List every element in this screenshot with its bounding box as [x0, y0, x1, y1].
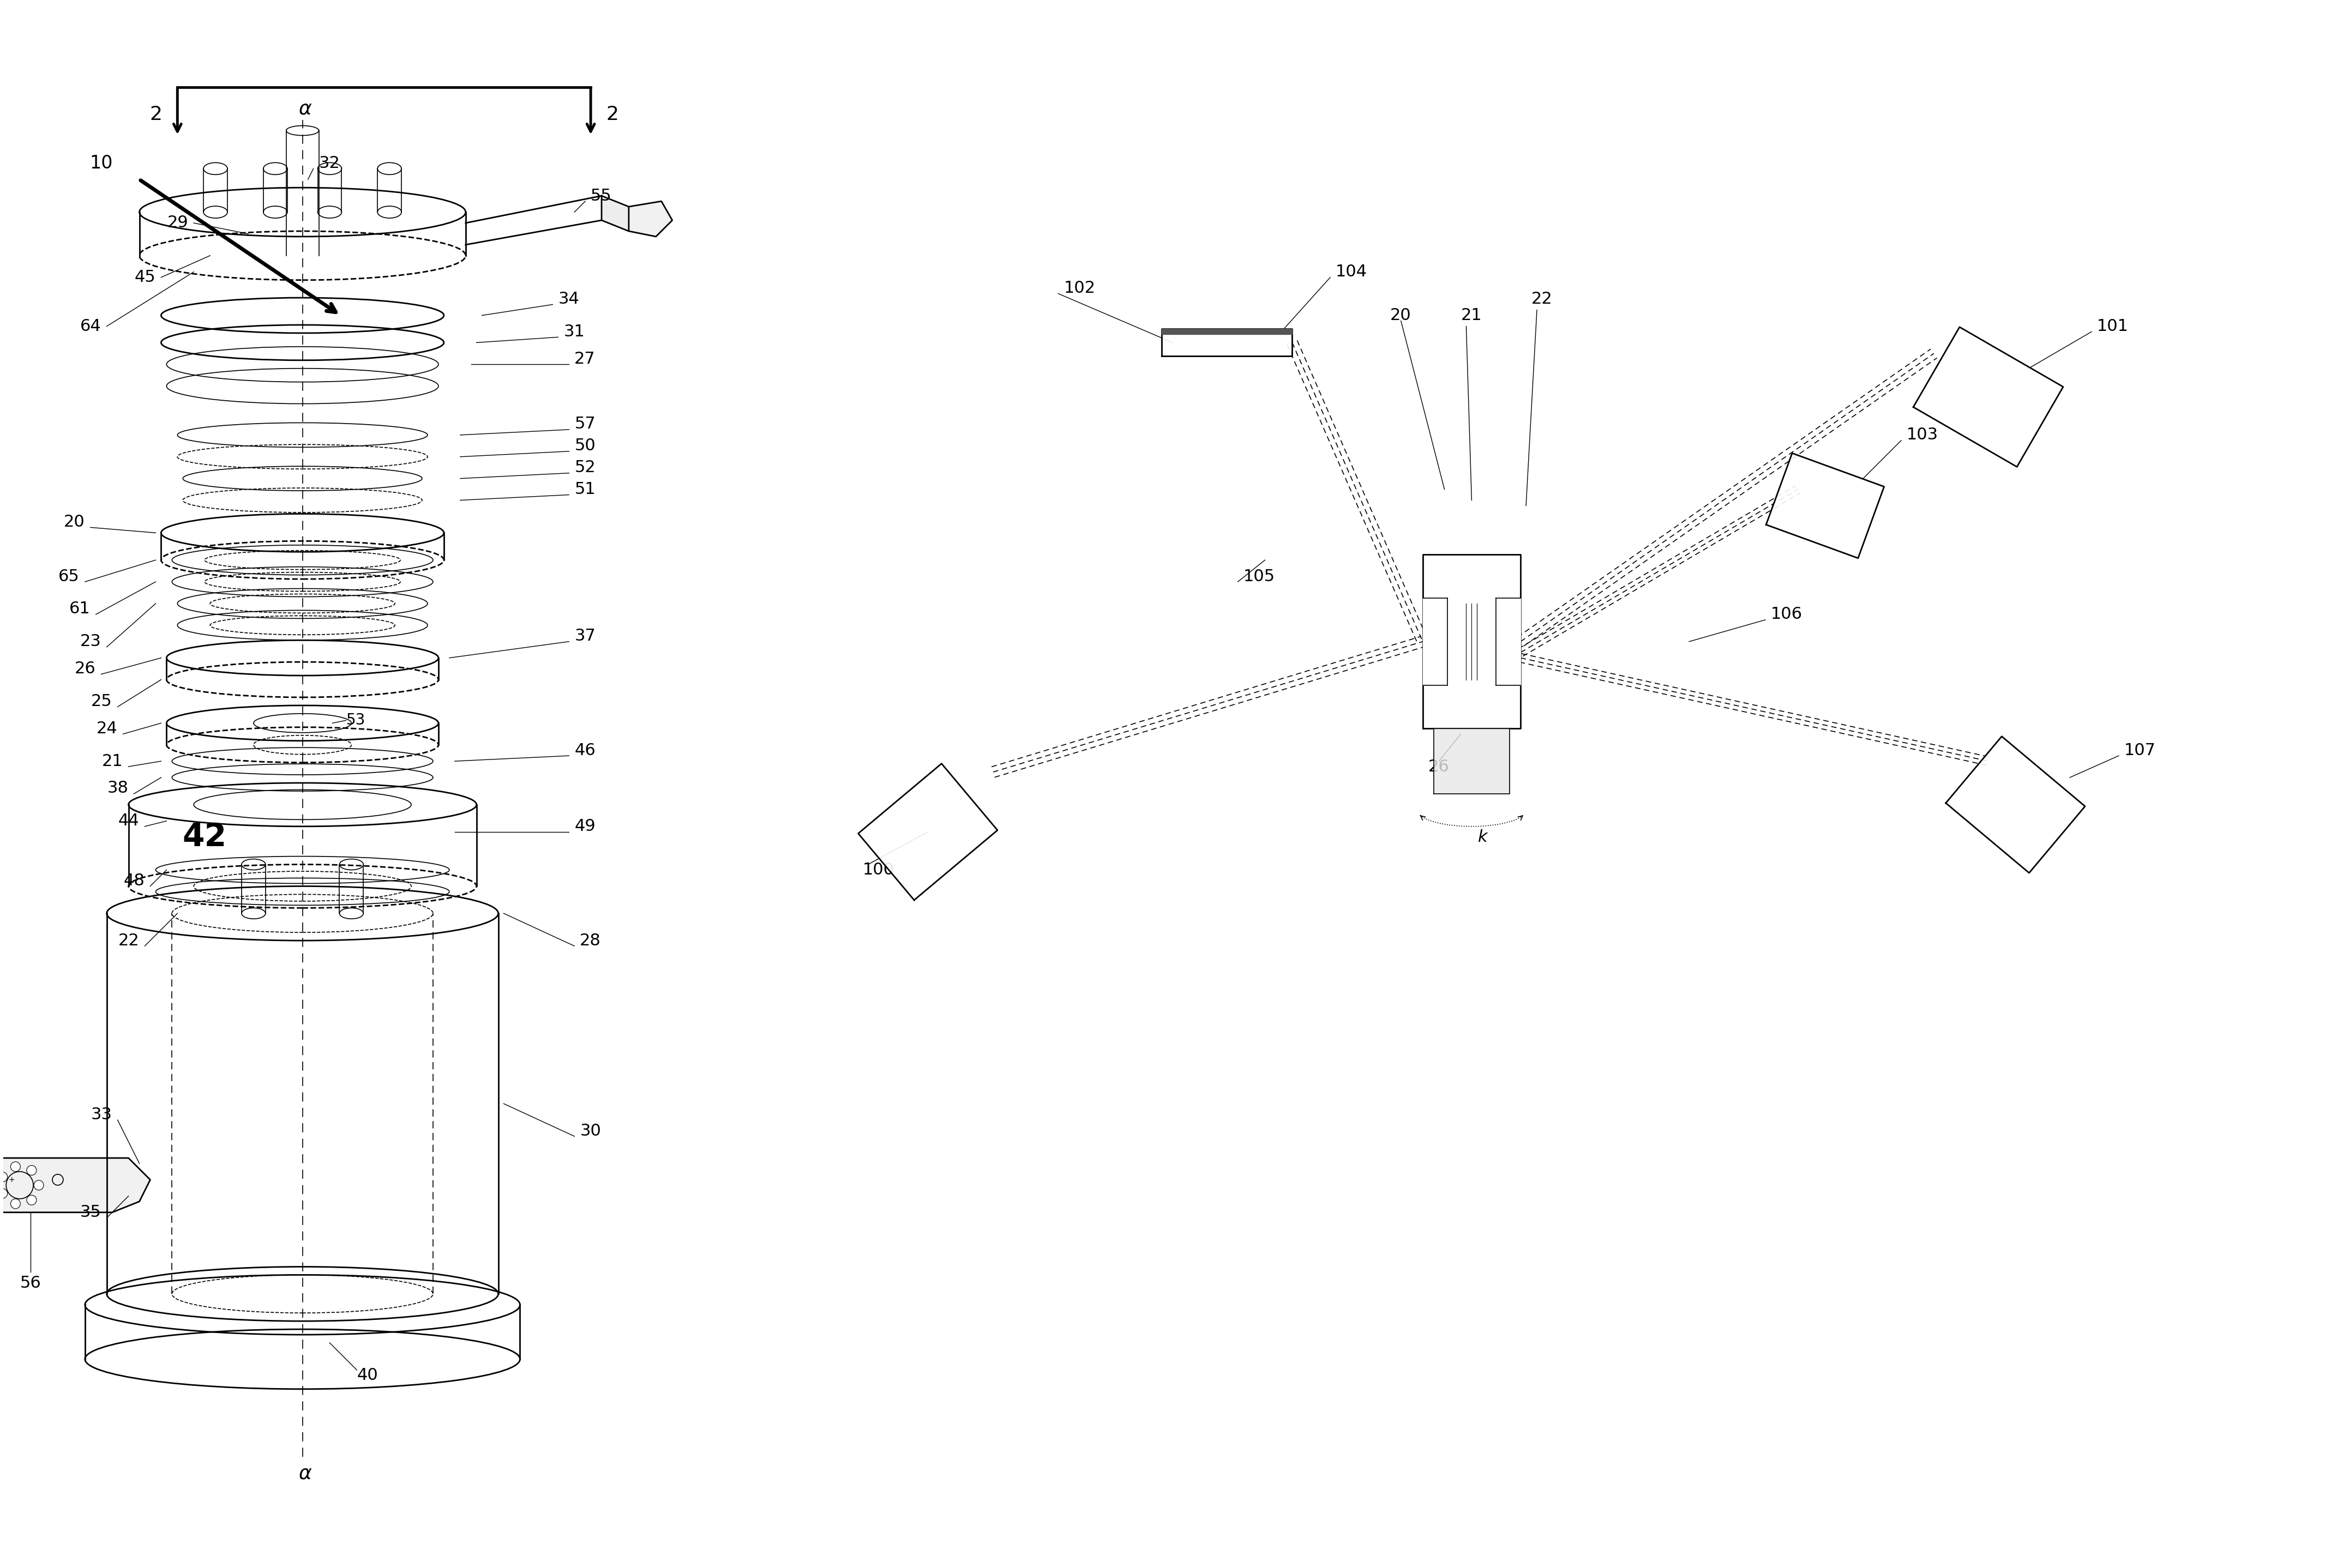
Text: 22: 22 [118, 933, 139, 949]
Ellipse shape [12, 1200, 21, 1209]
Text: $\alpha$: $\alpha$ [298, 99, 313, 118]
Text: 20: 20 [1391, 307, 1412, 323]
Text: 29: 29 [167, 215, 188, 230]
Polygon shape [1767, 453, 1885, 558]
Polygon shape [1913, 328, 2063, 467]
Polygon shape [1434, 729, 1509, 793]
Ellipse shape [263, 205, 287, 218]
Text: 61: 61 [68, 601, 89, 616]
Ellipse shape [317, 205, 341, 218]
Ellipse shape [0, 1171, 7, 1182]
Text: 64: 64 [80, 318, 101, 334]
Text: 33: 33 [92, 1107, 113, 1123]
Text: 105: 105 [1243, 569, 1276, 585]
Polygon shape [1161, 329, 1293, 356]
Ellipse shape [204, 163, 228, 174]
Text: 44: 44 [118, 814, 139, 829]
Text: 53: 53 [345, 713, 364, 728]
Text: 28: 28 [580, 933, 602, 949]
Text: 42: 42 [183, 822, 226, 853]
Text: 27: 27 [573, 351, 595, 367]
Text: 45: 45 [134, 270, 155, 285]
Ellipse shape [26, 1165, 38, 1174]
Text: 26: 26 [75, 660, 96, 677]
Ellipse shape [204, 205, 228, 218]
Ellipse shape [33, 1181, 45, 1190]
Ellipse shape [378, 205, 402, 218]
Text: 52: 52 [573, 459, 595, 475]
Text: 48: 48 [125, 873, 146, 889]
Ellipse shape [12, 1162, 21, 1171]
Text: 101: 101 [2096, 318, 2129, 334]
Text: 23: 23 [80, 633, 101, 649]
Polygon shape [630, 201, 672, 237]
Text: 32: 32 [320, 155, 341, 171]
Polygon shape [1946, 737, 2084, 873]
Text: 65: 65 [59, 569, 80, 585]
Text: 100: 100 [862, 862, 895, 878]
Text: 35: 35 [80, 1204, 101, 1220]
Text: 21: 21 [101, 753, 122, 768]
Text: 55: 55 [590, 188, 611, 204]
Ellipse shape [263, 163, 287, 174]
Text: 57: 57 [573, 416, 595, 433]
Ellipse shape [317, 163, 341, 174]
Ellipse shape [0, 1189, 7, 1198]
Text: 25: 25 [92, 693, 113, 709]
Text: 31: 31 [564, 325, 585, 340]
Text: +: + [9, 1176, 14, 1184]
Text: 46: 46 [573, 742, 595, 759]
Text: 104: 104 [1335, 263, 1368, 279]
Text: 102: 102 [1065, 281, 1095, 296]
Text: 40: 40 [357, 1367, 378, 1383]
Text: 30: 30 [580, 1123, 602, 1138]
Text: $\alpha$: $\alpha$ [298, 1465, 313, 1483]
Text: 24: 24 [96, 721, 118, 737]
Polygon shape [0, 1159, 150, 1212]
Text: 106: 106 [1770, 607, 1802, 622]
Text: 56: 56 [21, 1275, 42, 1290]
Text: 20: 20 [63, 514, 85, 530]
Polygon shape [858, 764, 996, 900]
Text: 21: 21 [1462, 307, 1483, 323]
Text: 37: 37 [573, 629, 595, 644]
Text: 103: 103 [1906, 426, 1939, 442]
Text: 50: 50 [573, 437, 595, 453]
Text: 51: 51 [573, 481, 595, 497]
Polygon shape [1497, 597, 1520, 685]
Text: 2: 2 [150, 105, 162, 124]
Text: 10: 10 [89, 154, 113, 172]
Ellipse shape [26, 1195, 38, 1204]
Polygon shape [1161, 329, 1293, 334]
Text: 26: 26 [1429, 759, 1450, 775]
Text: 34: 34 [557, 292, 578, 307]
Polygon shape [1422, 597, 1448, 685]
Text: 22: 22 [1532, 292, 1553, 307]
Text: 2: 2 [606, 105, 618, 124]
Text: 107: 107 [2124, 742, 2155, 759]
Text: k: k [1478, 829, 1488, 845]
Text: 49: 49 [573, 818, 595, 834]
Polygon shape [602, 196, 630, 230]
Ellipse shape [378, 163, 402, 174]
Text: 38: 38 [108, 781, 129, 797]
